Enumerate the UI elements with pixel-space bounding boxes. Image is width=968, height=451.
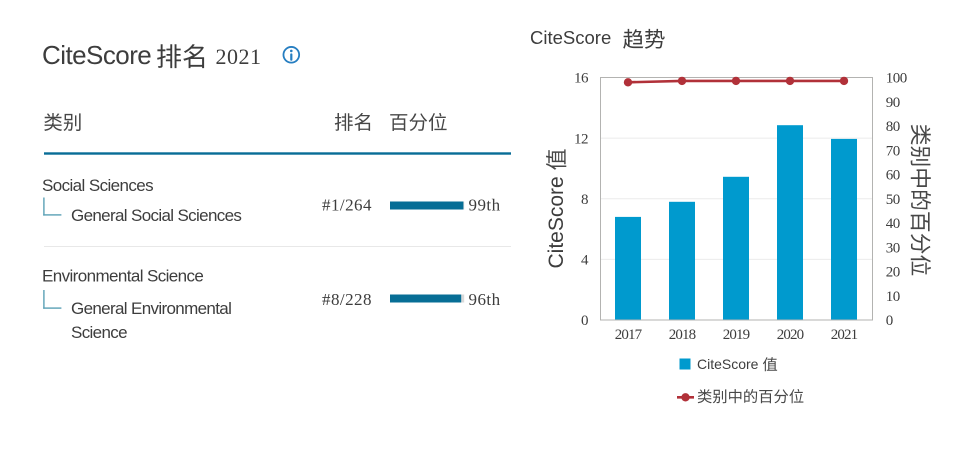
svg-text:Environmental Science: Environmental Science (42, 267, 203, 286)
svg-text:General Environmental: General Environmental (71, 299, 231, 318)
svg-text:2018: 2018 (669, 327, 696, 343)
svg-text:99th: 99th (469, 196, 501, 215)
svg-text:80: 80 (886, 119, 900, 135)
svg-text:2019: 2019 (723, 327, 750, 343)
svg-text:16: 16 (574, 71, 589, 87)
svg-text:#8/228: #8/228 (322, 290, 372, 309)
svg-text:4: 4 (581, 253, 589, 269)
svg-text:#1/264: #1/264 (322, 196, 372, 215)
svg-text:Social Sciences: Social Sciences (42, 176, 153, 195)
svg-text:CiteScore: CiteScore (530, 27, 611, 48)
svg-text:10: 10 (886, 289, 900, 305)
svg-text:2020: 2020 (777, 327, 804, 343)
svg-text:2017: 2017 (615, 327, 643, 343)
svg-text:General Social Sciences: General Social Sciences (71, 206, 241, 225)
svg-text:0: 0 (581, 313, 588, 329)
svg-text:CiteScore: CiteScore (42, 40, 151, 70)
svg-text:96th: 96th (469, 290, 501, 309)
svg-text:50: 50 (886, 192, 900, 208)
svg-text:0: 0 (886, 313, 893, 329)
svg-text:CiteScore: CiteScore (545, 176, 568, 268)
svg-text:8: 8 (581, 192, 588, 208)
svg-text:2021: 2021 (831, 327, 858, 343)
svg-text:40: 40 (886, 216, 900, 232)
svg-text:30: 30 (886, 240, 900, 256)
svg-text:70: 70 (886, 143, 900, 159)
svg-text:90: 90 (886, 95, 900, 111)
svg-text:12: 12 (574, 131, 588, 147)
svg-text:60: 60 (886, 168, 900, 184)
svg-text:Science: Science (71, 323, 127, 342)
svg-text:2021: 2021 (216, 44, 262, 69)
svg-text:20: 20 (886, 265, 900, 281)
svg-text:100: 100 (886, 71, 907, 87)
svg-text:CiteScore: CiteScore (697, 356, 759, 372)
